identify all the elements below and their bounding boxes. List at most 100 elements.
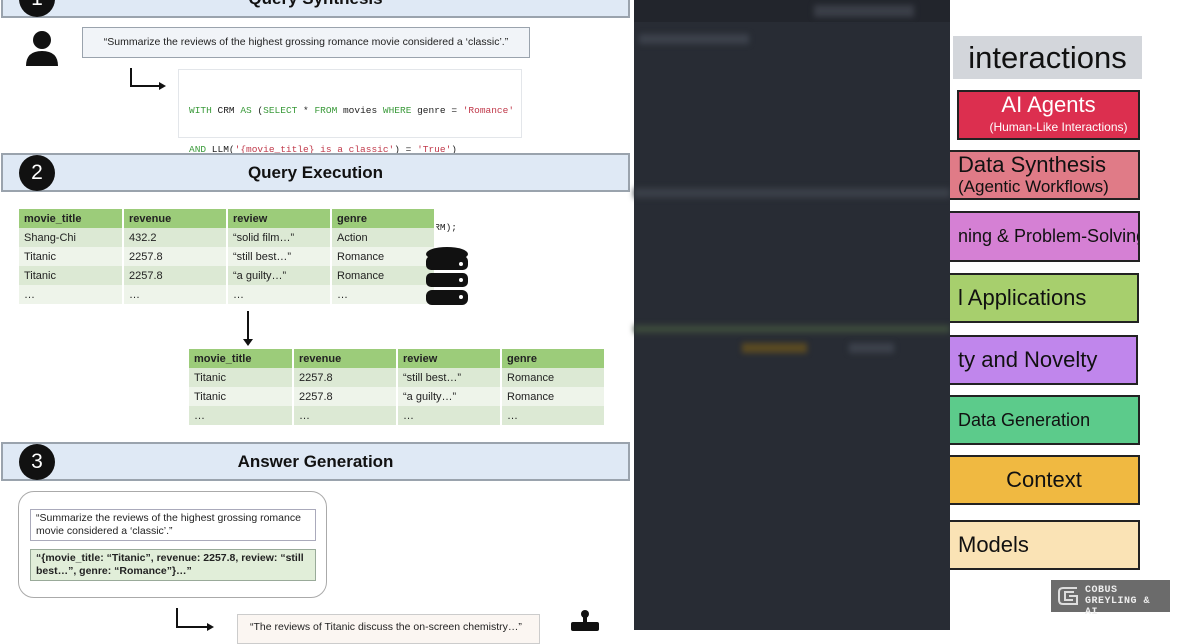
- table-cell: “solid film…”: [227, 228, 332, 247]
- blurred-text: [634, 188, 950, 198]
- table-cell: Titanic: [189, 387, 294, 406]
- step-title: Query Execution: [247, 163, 384, 182]
- sql-token: ): [451, 144, 457, 155]
- step-title: Query Synthesis: [248, 0, 382, 8]
- table-cell: “still best…”: [227, 247, 332, 266]
- logo-text: COBUS GREYLING & AI: [1085, 585, 1151, 618]
- robot-icon: [571, 610, 599, 631]
- table-cell: 2257.8: [293, 387, 398, 406]
- table-row: …………: [19, 285, 436, 304]
- category-box: AI Agents (Human-Like Interactions): [957, 90, 1140, 140]
- step-number: 2: [19, 155, 55, 191]
- blurred-tabs: [814, 5, 914, 17]
- sql-token: CRM);: [422, 222, 458, 233]
- category-box: l Applications: [950, 273, 1139, 323]
- table-cell: …: [331, 285, 436, 304]
- arrow-icon: [130, 68, 166, 90]
- table-cell: Titanic: [19, 247, 124, 266]
- table-cell: …: [227, 285, 332, 304]
- sql-token: movies: [337, 105, 383, 116]
- answer-box: “The reviews of Titanic discuss the on-s…: [237, 614, 540, 644]
- column-header: movie_title: [19, 209, 124, 228]
- diagram-panel: 1 Query Synthesis “Summarize the reviews…: [1, 0, 630, 644]
- answer-text: “The reviews of Titanic discuss the on-s…: [250, 621, 522, 633]
- category-label: Data Synthesis: [958, 152, 1106, 177]
- sql-keyword: FROM: [314, 105, 338, 116]
- sql-string: 'True': [417, 144, 452, 155]
- arrow-head: [243, 339, 253, 346]
- category-list: interactions AI Agents (Human-Like Interac…: [950, 0, 1200, 630]
- sql-keyword: SELECT: [263, 105, 298, 116]
- category-label: ty and Novelty: [958, 347, 1098, 372]
- sql-token: (: [251, 105, 264, 116]
- table-header-row: movie_title revenue review genre: [19, 209, 436, 228]
- category-box: Data Generation: [950, 395, 1140, 445]
- table-cell: “still best…”: [397, 368, 502, 387]
- table-cell: Titanic: [19, 266, 124, 285]
- sql-line: AND LLM('{movie_title} is a classic') = …: [189, 143, 511, 156]
- arrow-icon: [176, 608, 214, 631]
- blurred-text: [639, 34, 749, 44]
- table-cell: …: [293, 406, 398, 425]
- table-cell: Romance: [331, 266, 436, 285]
- table-row: Titanic 2257.8 “a guilty…” Romance: [19, 266, 436, 285]
- filtered-table: movie_title revenue review genre Titanic 2257…: [189, 349, 606, 425]
- user-prompt-bubble: “Summarize the reviews of the highest gr…: [82, 27, 530, 58]
- table-cell: Titanic: [189, 368, 294, 387]
- down-arrow-icon: [247, 311, 249, 341]
- sql-token: CRM: [211, 105, 241, 116]
- column-header: review: [227, 209, 332, 228]
- step-header-3: 3 Answer Generation: [1, 442, 630, 481]
- table-row: …………: [189, 406, 606, 425]
- table-cell: …: [397, 406, 502, 425]
- table-cell: “a guilty…”: [227, 266, 332, 285]
- context-data: “{movie_title: “Titanic”, revenue: 2257.…: [30, 549, 316, 581]
- table-cell: Romance: [501, 387, 606, 406]
- user-icon: [26, 31, 58, 66]
- category-label: l Applications: [958, 285, 1087, 310]
- table-row: Titanic 2257.8 “still best…” Romance: [19, 247, 436, 266]
- sql-token: genre =: [411, 105, 463, 116]
- sql-string: 'Romance': [462, 105, 515, 116]
- column-header: review: [397, 349, 502, 368]
- table-cell: …: [189, 406, 294, 425]
- table-row: Titanic 2257.8 “still best…” Romance: [189, 368, 606, 387]
- table-header-row: movie_title revenue review genre: [189, 349, 606, 368]
- category-box: Context: [950, 455, 1140, 505]
- table-cell: 2257.8: [123, 247, 228, 266]
- table-cell: …: [19, 285, 124, 304]
- sql-string: '{movie_title} is a classic': [234, 144, 395, 155]
- category-label: Data Generation: [958, 410, 1091, 430]
- database-icon: [426, 247, 468, 305]
- category-label: Models: [958, 532, 1029, 557]
- column-header: genre: [501, 349, 606, 368]
- table-cell: Romance: [331, 247, 436, 266]
- context-prompt: “Summarize the reviews of the highest gr…: [30, 509, 316, 541]
- sql-keyword: AS: [240, 105, 252, 116]
- category-label: ning & Problem-Solving: [958, 226, 1140, 246]
- sql-token: LLM(: [206, 144, 235, 155]
- llm-context-box: “Summarize the reviews of the highest gr…: [18, 491, 327, 598]
- column-header: movie_title: [189, 349, 294, 368]
- table-cell: Shang-Chi: [19, 228, 124, 247]
- dark-editor-panel: [634, 0, 950, 630]
- table-cell: …: [501, 406, 606, 425]
- sql-token: ) =: [394, 144, 418, 155]
- table-cell: …: [123, 285, 228, 304]
- sql-line: WITH CRM AS (SELECT * FROM movies WHERE …: [189, 104, 515, 117]
- sql-keyword: WHERE: [382, 105, 412, 116]
- movies-table: movie_title revenue review genre Shang-Chi 43…: [19, 209, 436, 304]
- blurred-text: [634, 325, 950, 333]
- table-cell: 2257.8: [123, 266, 228, 285]
- category-label: AI Agents: [1001, 92, 1096, 117]
- sql-keyword: WITH: [189, 105, 212, 116]
- table-cell: 432.2: [123, 228, 228, 247]
- brand-logo: COBUS GREYLING & AI: [1051, 580, 1170, 618]
- table-cell: Action: [331, 228, 436, 247]
- category-box: ty and Novelty: [950, 335, 1138, 385]
- table-cell: “a guilty…”: [397, 387, 502, 406]
- step-number: 1: [19, 0, 55, 17]
- column-header: revenue: [123, 209, 228, 228]
- blurred-text: [849, 343, 894, 353]
- table-row: Titanic 2257.8 “a guilty…” Romance: [189, 387, 606, 406]
